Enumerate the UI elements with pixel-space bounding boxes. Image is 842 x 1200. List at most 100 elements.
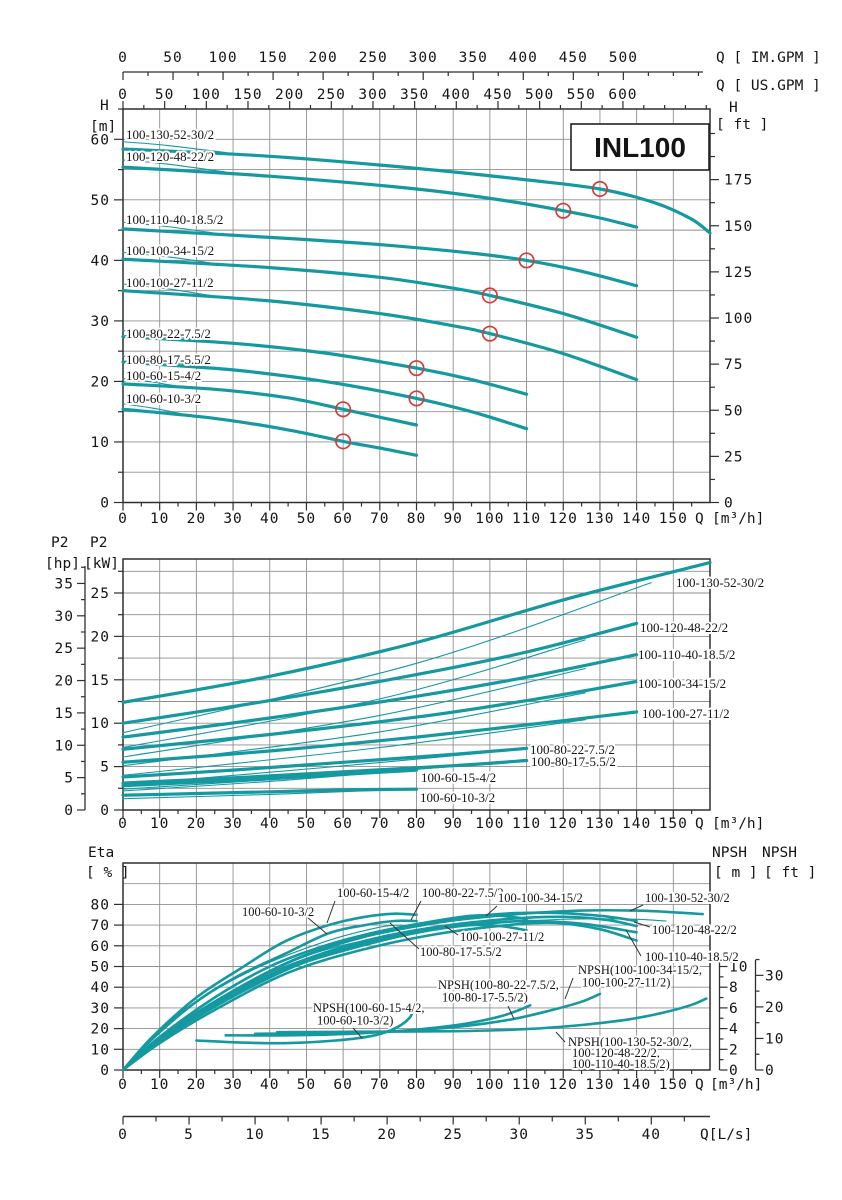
curve-100-130-52-30/2 <box>121 561 712 704</box>
y-tick-label: 10 <box>91 1042 110 1058</box>
x-tick-label: 120 <box>549 511 578 527</box>
x-tick-label: 110 <box>512 511 541 527</box>
x-tick-label: 130 <box>585 1077 614 1093</box>
curve-100-80-17-5.5/2 <box>121 360 529 431</box>
duty-point-100-100-27-11/2 <box>481 325 498 342</box>
y-tick-label: 30 <box>91 314 110 330</box>
us-gpm-label: 550 <box>567 87 596 103</box>
x-tick-label: 20 <box>187 816 206 832</box>
x-tick-label: 130 <box>585 511 614 527</box>
x-tick-label: 50 <box>297 1077 316 1093</box>
curve-100-100-34-15/2 <box>121 679 639 751</box>
curve-100-100-34-15/2 <box>121 257 639 339</box>
x-tick-label: 140 <box>622 816 651 832</box>
x-tick-label: 130 <box>585 816 614 832</box>
y-tick-label: 20 <box>91 629 110 645</box>
x-tick-label: 150 <box>659 511 688 527</box>
x-tick-label: 110 <box>512 1077 541 1093</box>
duty-point-100-60-10-3/2 <box>335 433 352 450</box>
y-tick-label: 80 <box>91 897 110 913</box>
npsh-100-60 <box>195 1005 416 1045</box>
y-axis-header: H <box>100 98 109 114</box>
x-tick-label: 70 <box>370 816 389 832</box>
curve-thin-100-110-40-18.5/2 <box>122 667 586 758</box>
ft-tick-label: 25 <box>724 449 743 465</box>
ls-tick-label: 10 <box>245 1127 264 1143</box>
curve-100-110-40-18.5/2 <box>121 653 639 739</box>
x-tick-label: 20 <box>187 1077 206 1093</box>
x-tick-label: 80 <box>407 816 426 832</box>
label-leader <box>410 900 422 921</box>
curve-100-80-22-7.5/2 <box>121 746 529 779</box>
curve-label: 100-100-27-11/2) <box>582 976 670 990</box>
eta-thin-0 <box>122 918 667 1071</box>
us-gpm-label: 400 <box>442 87 471 103</box>
hp-tick-label: 0 <box>64 803 74 819</box>
ls-tick-label: 15 <box>311 1127 330 1143</box>
y-tick-label: 0 <box>100 496 110 512</box>
ft-tick-label: 75 <box>724 357 743 373</box>
x-tick-label: 110 <box>512 816 541 832</box>
ft-tick-label: 125 <box>724 265 753 281</box>
y-tick-label: 60 <box>91 939 110 955</box>
curve-label: 100-100-27-11/2 <box>642 706 730 721</box>
x-tick-label: 140 <box>622 511 651 527</box>
npsh-100-100 <box>253 992 602 1036</box>
hp-tick-label: 5 <box>64 771 74 787</box>
curve-100-60-10-3/2 <box>121 407 419 457</box>
duty-point-100-60-15-4/2 <box>335 401 352 418</box>
x-tick-label: 70 <box>370 1077 389 1093</box>
curve-label: 100-60-10-3/2 <box>242 905 314 919</box>
npsh-tick-label: 0 <box>729 1063 739 1079</box>
curve-100-60-15-4/2 <box>121 382 419 427</box>
us-gpm-label: 500 <box>525 87 554 103</box>
curve-label: 100-110-40-18.5/2 <box>126 212 223 227</box>
npsh-axis-unit: [ ft ] <box>764 865 816 881</box>
npsh-tick-label: 0 <box>765 1063 775 1079</box>
duty-point-100-120-48-22/2 <box>555 202 572 219</box>
curve-label: NPSH(100-130-52-30/2, <box>568 1035 692 1049</box>
us-gpm-label: 50 <box>155 87 174 103</box>
series-title-box <box>570 123 710 171</box>
us-gpm-label: 300 <box>358 87 387 103</box>
ft-axis-header: H <box>729 100 738 116</box>
x-tick-label: 100 <box>475 816 504 832</box>
hp-tick-label: 35 <box>55 576 74 592</box>
ft-tick-label: 100 <box>724 311 753 327</box>
x-axis-unit: [m³/h] <box>710 1077 762 1093</box>
ls-axis-label: Q[L/s] <box>700 1127 752 1143</box>
hp-tick-label: 30 <box>55 609 74 625</box>
x-tick-label: 120 <box>549 1077 578 1093</box>
ft-tick-label: 150 <box>724 219 753 235</box>
curve-100-60-15-4/2 <box>121 768 419 788</box>
curve-100-100-27-11/2 <box>121 289 639 382</box>
x-tick-label: 90 <box>443 816 462 832</box>
x-tick-label: 30 <box>223 1077 242 1093</box>
curve-label: 100-120-48-22/2, <box>572 1046 660 1060</box>
y-axis-header: P2 <box>90 535 107 551</box>
y-tick-label: 0 <box>100 803 110 819</box>
npsh-axis-header: NPSH <box>712 845 747 861</box>
x-tick-label: 100 <box>475 511 504 527</box>
label-leader <box>444 925 459 936</box>
y-axis-unit: [ % ] <box>86 865 130 881</box>
duty-point-100-80-22-7.5/2 <box>408 360 425 377</box>
x-tick-label: 60 <box>333 1077 352 1093</box>
npsh-110-120-130 <box>275 997 708 1034</box>
curve-label: 100-100-34-15/2 <box>126 243 214 258</box>
label-leader <box>633 921 651 928</box>
curve-label: NPSH(100-60-15-4/2, <box>313 1001 424 1015</box>
label-leader <box>625 929 642 957</box>
curve-label: 100-80-17-5.5/2) <box>442 991 528 1005</box>
curve-thin-100-120-48-22/2 <box>122 159 227 173</box>
x-tick-label: 0 <box>118 816 128 832</box>
x-tick-label: 70 <box>370 511 389 527</box>
curve-thin-100-100-27-11/2 <box>122 719 586 776</box>
us-gpm-label: 600 <box>608 87 637 103</box>
curve-label: 100-110-40-18.5/2) <box>572 1057 670 1071</box>
curve-label: 100-110-40-18.5/2 <box>645 950 739 964</box>
im-gpm-label: 400 <box>509 50 538 66</box>
x-axis-q: Q <box>695 1077 704 1093</box>
eta-thin-3 <box>122 924 403 1071</box>
curve-label: 100-80-22-7.5/2 <box>126 326 211 341</box>
